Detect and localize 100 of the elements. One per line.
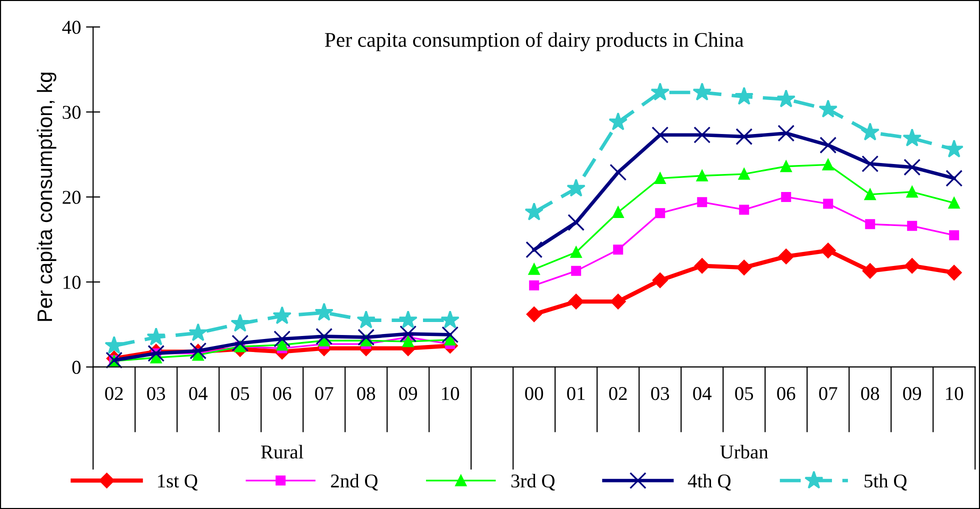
y-tick-label: 30 bbox=[62, 106, 81, 119]
point bbox=[778, 248, 794, 264]
point bbox=[655, 208, 666, 218]
point bbox=[610, 294, 626, 310]
point bbox=[568, 294, 584, 310]
point bbox=[864, 188, 876, 200]
point bbox=[442, 326, 459, 344]
point bbox=[570, 246, 582, 258]
point bbox=[696, 170, 708, 182]
point bbox=[694, 126, 711, 144]
x-tick-label: 06 bbox=[777, 386, 796, 400]
point bbox=[946, 264, 962, 280]
point bbox=[568, 214, 585, 231]
point bbox=[608, 112, 628, 130]
point bbox=[820, 136, 837, 154]
x-tick-label: 04 bbox=[189, 386, 208, 400]
point bbox=[734, 86, 754, 105]
x-tick-label: 09 bbox=[903, 386, 922, 400]
point bbox=[904, 258, 920, 274]
point bbox=[736, 260, 752, 276]
point bbox=[946, 170, 963, 187]
legend-label: 3rd Q bbox=[511, 474, 555, 491]
x-tick-label: 08 bbox=[357, 386, 376, 400]
x-tick-label: 10 bbox=[946, 386, 964, 400]
point bbox=[907, 220, 918, 231]
legend-label: 1st Q bbox=[158, 474, 198, 491]
point bbox=[736, 128, 753, 146]
point bbox=[613, 244, 624, 255]
x-tick-label: 07 bbox=[315, 386, 334, 400]
point bbox=[566, 178, 586, 197]
point bbox=[652, 126, 669, 144]
point bbox=[694, 258, 710, 274]
x-tick-label: 00 bbox=[525, 386, 544, 400]
legend-label: 2nd Q bbox=[331, 474, 378, 491]
point bbox=[316, 328, 333, 345]
legend-label: 4th Q bbox=[688, 474, 731, 491]
point bbox=[738, 168, 750, 180]
point bbox=[906, 186, 918, 198]
point bbox=[571, 266, 582, 276]
point bbox=[904, 158, 921, 176]
point bbox=[440, 310, 460, 328]
point bbox=[274, 330, 291, 348]
x-tick-label: 05 bbox=[231, 386, 250, 400]
x-tick-label: 07 bbox=[819, 386, 838, 400]
point bbox=[739, 204, 750, 215]
legend-label: 5th Q bbox=[864, 474, 907, 491]
x-tick-label: 10 bbox=[442, 386, 460, 400]
point bbox=[356, 310, 376, 328]
point bbox=[652, 272, 668, 288]
point bbox=[188, 323, 208, 342]
y-axis-title: Per capita consumption, kg bbox=[36, 72, 56, 321]
chart-title: Per capita consumption of dairy products in China bbox=[324, 32, 744, 52]
point bbox=[529, 280, 540, 290]
point bbox=[949, 230, 960, 240]
point bbox=[400, 325, 417, 342]
point bbox=[232, 334, 249, 352]
point bbox=[944, 140, 964, 158]
x-tick-label: 02 bbox=[105, 386, 123, 400]
point bbox=[823, 198, 834, 209]
x-tick-label: 04 bbox=[693, 386, 712, 400]
point bbox=[612, 206, 624, 218]
y-tick-label: 10 bbox=[64, 276, 81, 289]
point bbox=[146, 327, 166, 346]
point bbox=[902, 128, 922, 146]
point bbox=[104, 336, 124, 354]
point bbox=[402, 336, 414, 348]
y-tick-label: 20 bbox=[62, 190, 81, 204]
x-tick-label: 05 bbox=[735, 386, 754, 400]
point bbox=[820, 242, 836, 258]
x-tick-label: 06 bbox=[273, 386, 292, 400]
point bbox=[778, 124, 795, 142]
point bbox=[528, 264, 540, 275]
x-tick-label: 03 bbox=[651, 386, 670, 400]
x-tick-label: 03 bbox=[147, 386, 166, 400]
point bbox=[948, 197, 960, 209]
point bbox=[318, 334, 330, 346]
point bbox=[697, 197, 708, 208]
point bbox=[822, 158, 834, 170]
point bbox=[276, 339, 288, 351]
x-tick-label: 02 bbox=[609, 386, 627, 400]
point bbox=[272, 306, 292, 324]
point bbox=[776, 89, 796, 108]
point bbox=[862, 155, 879, 172]
point bbox=[314, 302, 334, 321]
text: Urban bbox=[720, 444, 768, 459]
x-tick-label: 08 bbox=[861, 386, 880, 400]
point bbox=[781, 192, 792, 202]
point bbox=[860, 122, 880, 141]
point bbox=[192, 349, 204, 361]
point bbox=[692, 82, 712, 101]
x-tick-label: 01 bbox=[567, 386, 585, 400]
x-tick-label: 09 bbox=[399, 386, 418, 400]
point bbox=[526, 241, 543, 258]
point bbox=[654, 172, 666, 184]
point bbox=[398, 310, 418, 328]
point bbox=[526, 306, 542, 322]
y-tick-label: 0 bbox=[72, 360, 81, 374]
point bbox=[780, 160, 792, 172]
y-tick-label: 40 bbox=[62, 20, 81, 34]
point bbox=[865, 219, 876, 230]
